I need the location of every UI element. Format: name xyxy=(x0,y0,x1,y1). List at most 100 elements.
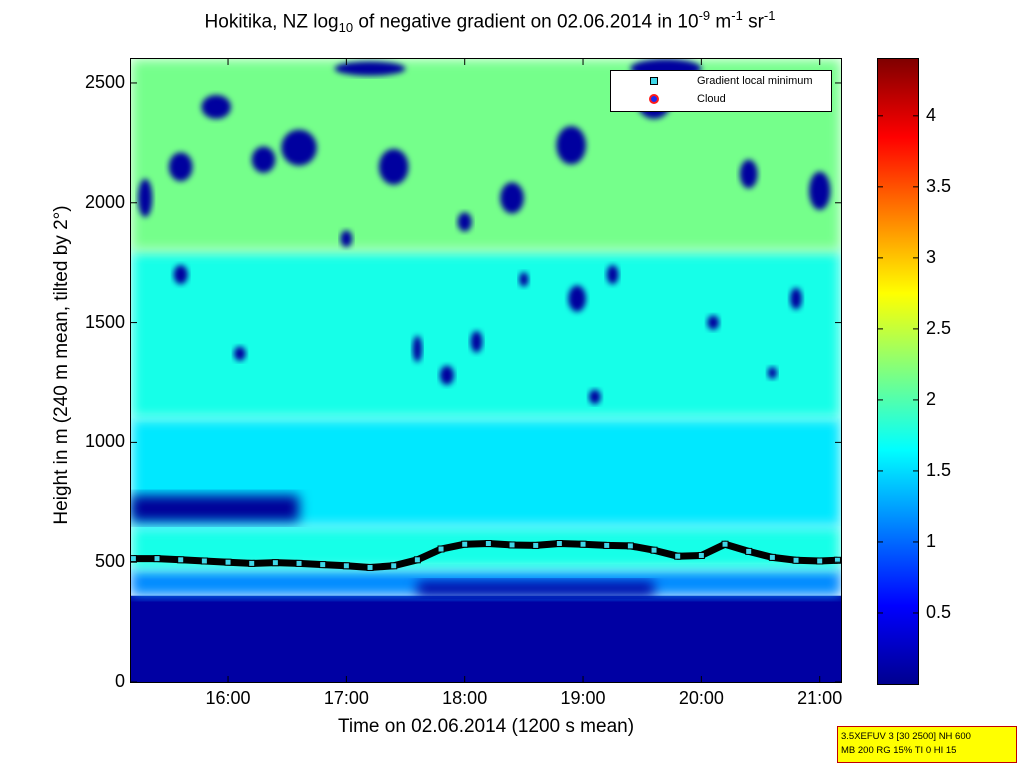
heatmap-region xyxy=(131,495,300,522)
low-gradient-patch xyxy=(281,129,317,166)
low-gradient-patch xyxy=(457,212,472,232)
heatmap-svg xyxy=(131,59,841,682)
gradient-minimum-marker xyxy=(437,545,445,553)
gradient-minimum-marker xyxy=(177,556,185,564)
gradient-minimum-marker xyxy=(508,541,516,549)
colorbar-tick-label: 0.5 xyxy=(926,601,952,622)
gradient-minimum-marker xyxy=(271,559,279,567)
x-tick-label: 19:00 xyxy=(560,688,606,708)
gradient-minimum-marker xyxy=(342,562,350,570)
gradient-minimum-marker xyxy=(816,557,824,565)
gradient-minimum-marker xyxy=(697,551,705,559)
low-gradient-patch xyxy=(707,315,720,330)
circle-marker-icon xyxy=(649,94,659,104)
gradient-minimum-marker xyxy=(532,541,540,549)
colorbar-tick-label: 1.5 xyxy=(926,459,952,480)
gradient-minimum-marker xyxy=(366,563,374,571)
heatmap-region xyxy=(131,250,841,419)
gradient-minimum-marker xyxy=(484,540,492,548)
gradient-minimum-marker xyxy=(153,555,161,563)
gradient-minimum-marker xyxy=(721,540,729,548)
low-gradient-patch xyxy=(334,61,406,76)
gradient-minimum-marker xyxy=(650,546,658,554)
heatmap-field xyxy=(131,59,841,682)
gradient-minimum-marker xyxy=(674,552,682,560)
gradient-minimum-marker xyxy=(413,556,421,564)
gradient-minimum-marker xyxy=(792,556,800,564)
gradient-minimum-marker xyxy=(603,541,611,549)
square-marker-icon xyxy=(650,77,658,85)
legend-entry-gradient-minimum: Gradient local minimum xyxy=(611,73,831,91)
plot-area xyxy=(130,58,842,683)
colorbar-tick-label: 3.5 xyxy=(926,175,952,196)
gradient-minimum-marker xyxy=(295,559,303,567)
heatmap-region xyxy=(131,595,841,682)
colorbar-tick-label: 2.5 xyxy=(926,317,952,338)
legend-label: Gradient local minimum xyxy=(697,75,813,87)
low-gradient-patch xyxy=(606,265,619,285)
y-tick-label: 1500 xyxy=(84,311,125,332)
gradient-minimum-marker xyxy=(626,542,634,550)
gradient-minimum-series xyxy=(131,59,841,682)
gradient-minimum-marker xyxy=(131,555,137,563)
x-tick-label: 17:00 xyxy=(323,688,369,708)
y-tick-label: 500 xyxy=(94,551,125,572)
low-gradient-patch xyxy=(739,159,758,189)
legend: Gradient local minimum Cloud xyxy=(610,70,832,112)
gradient-minimum-marker xyxy=(319,561,327,569)
info-line-1: 3.5XEFUV 3 [30 2500] NH 600 xyxy=(841,731,971,742)
low-gradient-patch xyxy=(138,178,153,218)
gradient-minimum-marker xyxy=(248,559,256,567)
low-gradient-patch xyxy=(412,335,423,363)
legend-entry-cloud: Cloud xyxy=(611,91,831,109)
chart-title: Hokitika, NZ log10 of negative gradient … xyxy=(204,8,776,36)
colorbar xyxy=(877,58,919,685)
y-tick-label: 1000 xyxy=(84,431,125,452)
colorbar-tick-label: 4 xyxy=(926,104,937,125)
legend-label: Cloud xyxy=(697,93,726,105)
gradient-minimum-marker xyxy=(768,553,776,561)
low-gradient-patch xyxy=(519,272,529,287)
colorbar-tick-label: 3 xyxy=(926,246,937,267)
low-gradient-patch xyxy=(588,389,601,405)
low-gradient-patch xyxy=(470,330,483,353)
gradient-minimum-marker xyxy=(555,540,563,548)
gradient-minimum-marker xyxy=(833,556,841,564)
x-tick-label: 16:00 xyxy=(205,688,251,708)
gradient-minimum-marker xyxy=(200,557,208,565)
low-gradient-patch xyxy=(790,287,802,310)
y-tick-label: 2000 xyxy=(84,191,125,212)
y-axis-label: Height in m (240 m mean, tilted by 2°) xyxy=(51,205,72,525)
low-gradient-patch xyxy=(556,126,586,165)
gradient-minimum-marker xyxy=(579,540,587,548)
y-tick-label: 2500 xyxy=(84,71,125,92)
gradient-minimum-marker xyxy=(461,540,469,548)
gradient-minimum-marker xyxy=(390,562,398,570)
low-gradient-patch xyxy=(233,346,246,361)
low-gradient-patch xyxy=(568,285,586,312)
colorbar-gradient xyxy=(878,59,918,684)
low-gradient-patch xyxy=(201,94,231,119)
info-line-2: MB 200 RG 15% TI 0 HI 15 xyxy=(841,745,957,756)
x-axis-label: Time on 02.06.2014 (1200 s mean) xyxy=(337,716,635,737)
gradient-minimum-marker xyxy=(745,547,753,555)
heatmap-region xyxy=(417,581,655,596)
x-tick-label: 21:00 xyxy=(797,688,843,708)
low-gradient-patch xyxy=(251,146,276,173)
colorbar-tick-label: 1 xyxy=(926,530,937,551)
low-gradient-patch xyxy=(168,152,193,182)
low-gradient-patch xyxy=(173,265,188,285)
colorbar-tick-label: 2 xyxy=(926,388,937,409)
x-tick-label: 18:00 xyxy=(442,688,488,708)
low-gradient-patch xyxy=(340,230,353,248)
low-gradient-patch xyxy=(439,365,455,385)
low-gradient-patch xyxy=(378,148,409,185)
low-gradient-patch xyxy=(500,182,524,214)
x-tick-label: 20:00 xyxy=(678,688,724,708)
y-tick-label: 0 xyxy=(114,671,125,691)
low-gradient-patch xyxy=(809,171,831,210)
processing-info-box: 3.5XEFUV 3 [30 2500] NH 600 MB 200 RG 15… xyxy=(837,726,1017,763)
gradient-minimum-marker xyxy=(224,558,232,566)
low-gradient-patch xyxy=(767,366,778,379)
